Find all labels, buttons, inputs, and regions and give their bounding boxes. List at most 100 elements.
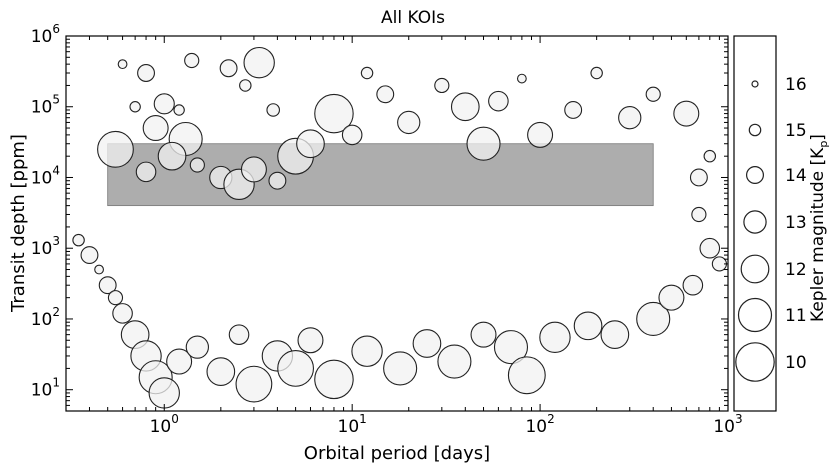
x-tick-label: 103 bbox=[713, 412, 742, 437]
size-legend-marker bbox=[748, 123, 762, 137]
data-point bbox=[112, 303, 133, 324]
data-point bbox=[153, 93, 175, 115]
plot-area: 100 101 102 103 101 102 103 104 105 106 bbox=[31, 22, 743, 437]
data-point bbox=[268, 171, 287, 190]
highlight-region bbox=[107, 143, 654, 207]
y-tick-label: 104 bbox=[31, 163, 60, 188]
data-point bbox=[297, 327, 324, 354]
size-legend-label-sub: p bbox=[817, 141, 830, 148]
data-point bbox=[376, 85, 395, 104]
size-legend-value: 15 bbox=[785, 121, 807, 141]
data-point bbox=[434, 77, 450, 94]
data-point bbox=[516, 73, 527, 84]
size-legend: 16 15 14 13 12 11 10 Kepler magnitude [Kp] bbox=[733, 35, 830, 412]
data-point bbox=[314, 359, 354, 400]
y-tick-label: 102 bbox=[31, 305, 60, 330]
data-point bbox=[703, 149, 717, 163]
data-point bbox=[243, 46, 275, 79]
data-point bbox=[98, 276, 117, 295]
scatter-points bbox=[72, 46, 728, 409]
data-point bbox=[117, 59, 128, 70]
data-point bbox=[636, 301, 671, 337]
size-legend-value: 11 bbox=[785, 306, 807, 326]
data-point bbox=[184, 52, 200, 69]
data-point bbox=[673, 100, 700, 127]
size-legend-marker bbox=[740, 254, 770, 284]
data-point bbox=[450, 92, 480, 122]
data-point bbox=[573, 311, 603, 341]
data-point bbox=[360, 66, 374, 80]
size-legend-value: 14 bbox=[785, 166, 807, 186]
data-point bbox=[189, 157, 205, 173]
data-point bbox=[142, 115, 169, 142]
size-legend-value: 16 bbox=[785, 75, 807, 95]
data-point bbox=[493, 330, 529, 365]
data-point bbox=[107, 290, 124, 306]
x-tick-label: 102 bbox=[525, 412, 554, 437]
size-legend-marker bbox=[743, 210, 767, 234]
y-axis-ticks: 101 102 103 104 105 106 bbox=[31, 22, 728, 412]
size-legend-label: Kepler magnitude [Kp] bbox=[808, 134, 830, 322]
data-point bbox=[277, 350, 315, 387]
data-point bbox=[527, 121, 554, 148]
data-point bbox=[412, 329, 442, 358]
data-point bbox=[507, 356, 546, 395]
x-axis-ticks: 100 101 102 103 bbox=[65, 36, 743, 437]
size-legend-marker bbox=[737, 297, 773, 333]
data-point bbox=[266, 103, 280, 117]
data-point bbox=[590, 66, 603, 80]
data-point bbox=[206, 357, 236, 386]
data-point bbox=[72, 233, 85, 247]
data-point bbox=[383, 351, 418, 386]
data-point bbox=[691, 206, 707, 223]
data-point bbox=[645, 86, 661, 102]
size-legend-entries: 16 15 14 13 12 11 10 bbox=[735, 75, 807, 382]
data-point bbox=[466, 126, 501, 161]
data-point bbox=[689, 168, 708, 187]
data-point bbox=[157, 141, 187, 171]
data-point bbox=[148, 377, 180, 409]
data-point bbox=[341, 124, 363, 146]
data-point bbox=[539, 321, 571, 354]
data-point bbox=[219, 59, 238, 78]
data-point bbox=[228, 324, 250, 345]
data-point bbox=[235, 365, 273, 403]
y-axis-label: Transit depth [ppm] bbox=[8, 134, 29, 313]
data-point bbox=[97, 130, 134, 168]
data-point bbox=[618, 106, 642, 130]
data-point bbox=[488, 90, 509, 112]
y-tick-label: 101 bbox=[31, 376, 60, 401]
data-point bbox=[351, 335, 383, 367]
data-point bbox=[314, 93, 354, 134]
data-point bbox=[239, 79, 252, 92]
data-point bbox=[185, 335, 209, 359]
y-tick-label: 103 bbox=[31, 234, 60, 259]
data-point bbox=[135, 161, 157, 183]
data-point bbox=[699, 237, 721, 259]
size-legend-value: 10 bbox=[785, 353, 807, 373]
data-point bbox=[240, 156, 267, 183]
size-legend-marker bbox=[751, 80, 759, 88]
data-point bbox=[658, 284, 685, 311]
data-point bbox=[682, 274, 704, 296]
data-point bbox=[94, 264, 104, 275]
data-point bbox=[173, 104, 185, 116]
data-point bbox=[564, 101, 583, 119]
data-point bbox=[397, 110, 421, 135]
y-tick-label: 105 bbox=[31, 93, 60, 118]
chart-title: All KOIs bbox=[381, 8, 445, 28]
size-legend-marker bbox=[745, 166, 764, 185]
x-axis-label: Orbital period [days] bbox=[304, 443, 490, 464]
data-point bbox=[129, 101, 141, 113]
size-legend-label-end: ] bbox=[808, 134, 828, 141]
data-point bbox=[296, 129, 325, 159]
x-tick-label: 101 bbox=[338, 412, 367, 437]
y-tick-label: 106 bbox=[31, 22, 60, 47]
data-point bbox=[80, 246, 99, 265]
data-point bbox=[137, 64, 155, 82]
plot-frame bbox=[65, 35, 729, 412]
size-legend-value: 12 bbox=[785, 260, 807, 280]
data-point bbox=[600, 320, 630, 350]
size-legend-value: 13 bbox=[785, 213, 807, 233]
